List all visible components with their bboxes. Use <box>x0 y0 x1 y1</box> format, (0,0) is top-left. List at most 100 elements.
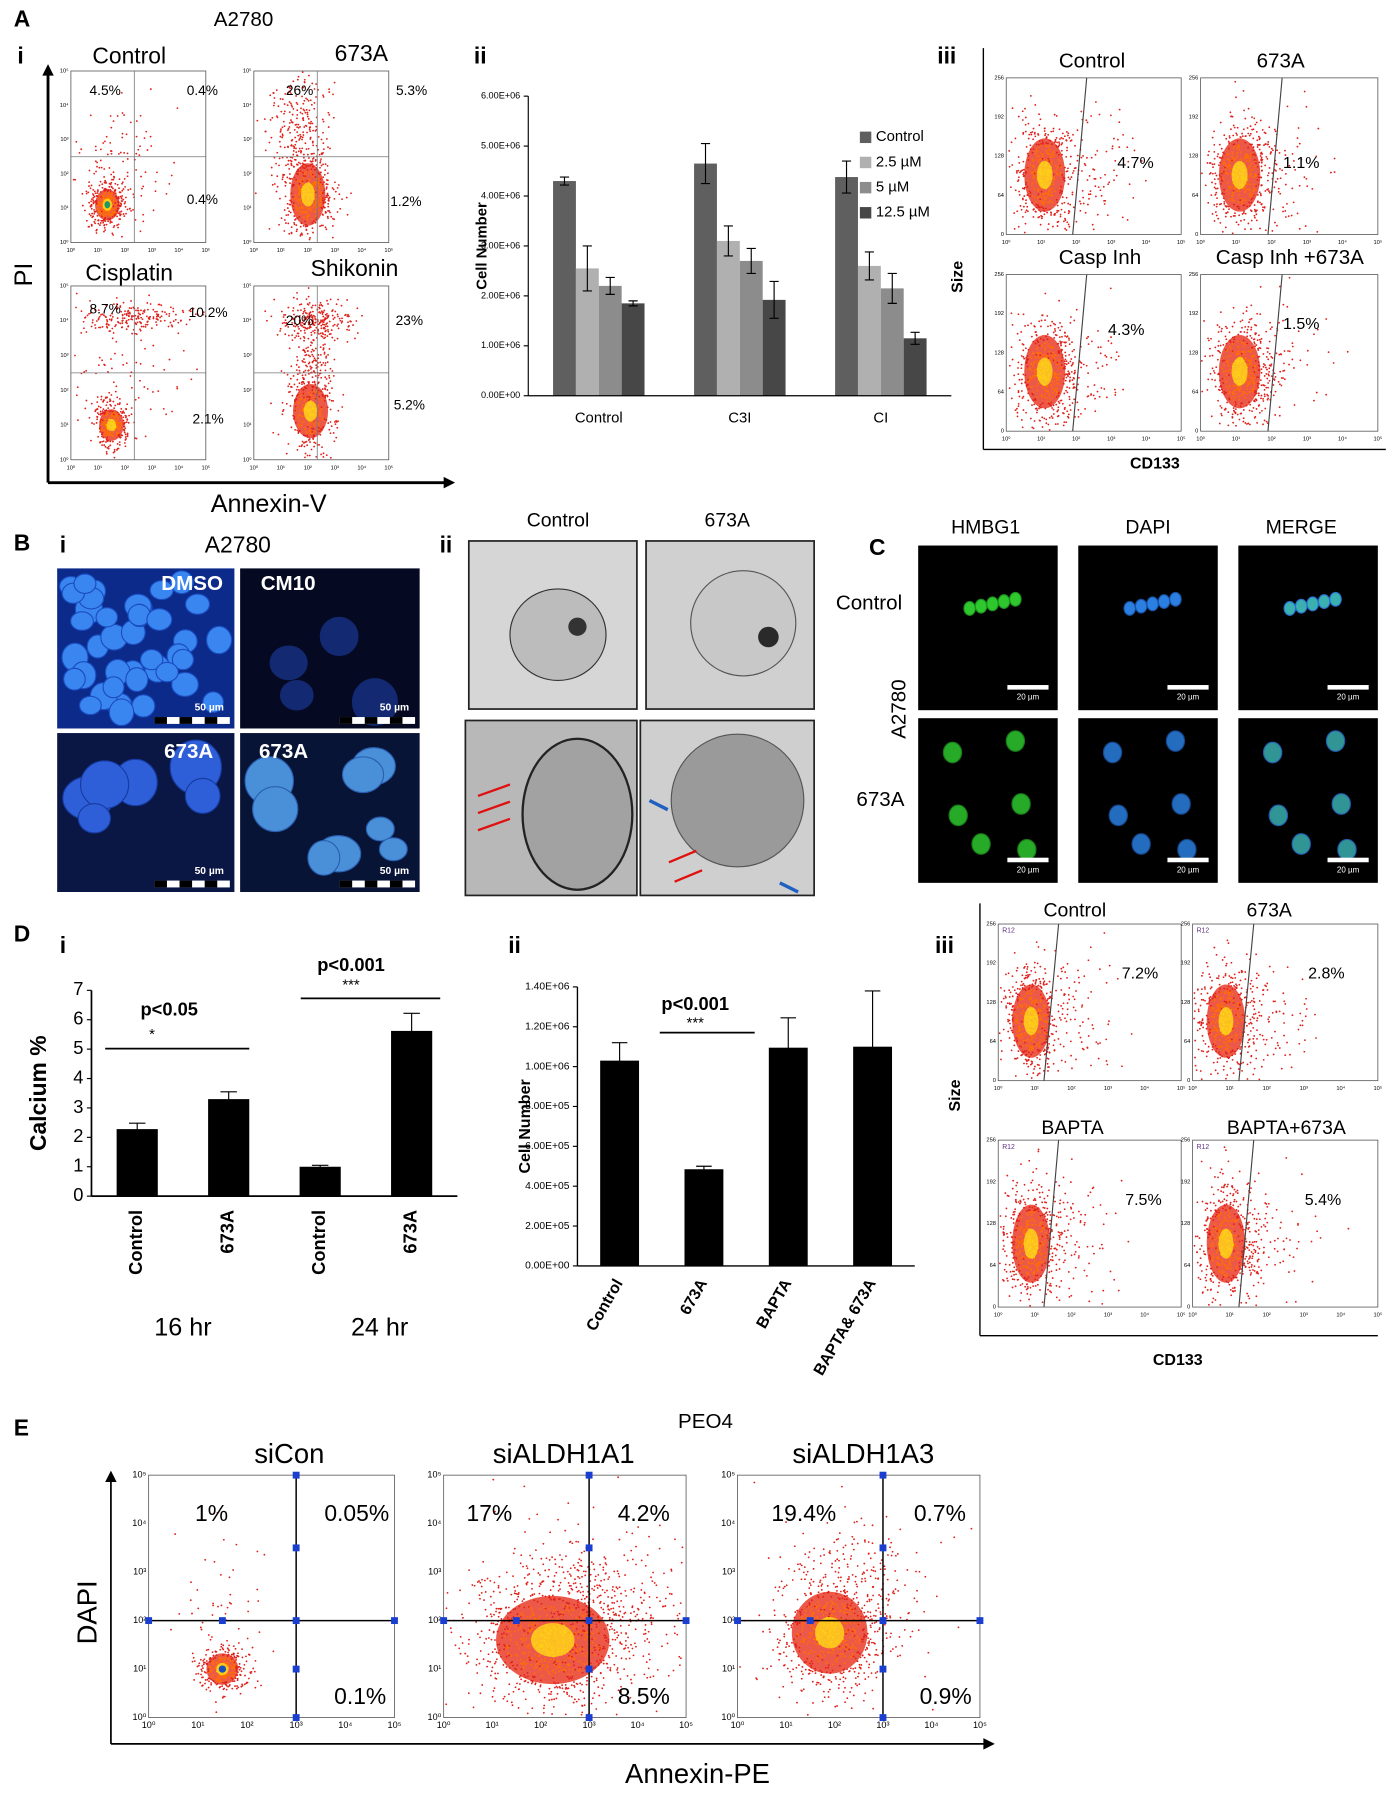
event-dot <box>1227 211 1229 213</box>
event-dot <box>1033 208 1035 210</box>
event-dot <box>313 220 315 222</box>
event-dot <box>1249 194 1251 196</box>
event-dot <box>1282 211 1284 213</box>
event-dot <box>1031 426 1033 428</box>
event-dot <box>85 331 87 333</box>
gate-percent: 1.2% <box>390 194 421 209</box>
event-dot <box>339 208 341 210</box>
event-dot <box>97 412 99 414</box>
event-dot <box>1241 353 1243 355</box>
subpanel-label: ii <box>440 532 453 558</box>
event-dot <box>94 324 96 326</box>
event-dot <box>1066 360 1068 362</box>
event-dot <box>290 119 292 121</box>
event-dot <box>1226 190 1228 192</box>
x-tick-label: 10⁴ <box>1338 436 1347 443</box>
event-dot <box>287 307 289 309</box>
event-dot <box>117 425 119 427</box>
event-dot <box>119 398 121 400</box>
event-dot <box>304 428 306 430</box>
event-dot <box>136 120 138 122</box>
event-dot <box>1034 188 1036 190</box>
event-dot <box>1040 144 1042 146</box>
event-dot <box>315 422 317 424</box>
event-dot <box>1127 219 1129 221</box>
event-dot <box>312 232 314 234</box>
event-dot <box>1033 1041 1035 1043</box>
event-dot <box>1212 367 1214 369</box>
event-dot <box>1041 1036 1043 1038</box>
event-dot <box>1217 345 1219 347</box>
event-dot <box>315 398 317 400</box>
event-dot <box>1227 167 1229 169</box>
event-dot <box>125 417 127 419</box>
x-tick-label: 10⁵ <box>1373 239 1382 246</box>
event-dot <box>1240 403 1242 405</box>
event-dot <box>299 430 301 432</box>
event-dot <box>1211 182 1213 184</box>
event-dot <box>116 297 118 299</box>
event-dot <box>95 230 97 232</box>
event-dot <box>1270 328 1272 330</box>
event-dot <box>1253 388 1255 390</box>
event-dot <box>1004 990 1006 992</box>
event-dot <box>1021 355 1023 357</box>
event-dot <box>1100 346 1102 348</box>
event-dot <box>1104 174 1106 176</box>
event-dot <box>1297 213 1299 215</box>
event-dot <box>1035 343 1037 345</box>
event-dot <box>1246 405 1248 407</box>
event-dot <box>1252 382 1254 384</box>
event-dot <box>1027 1066 1029 1068</box>
event-dot <box>96 166 98 168</box>
event-dot <box>1232 393 1234 395</box>
event-dot <box>1243 128 1245 130</box>
event-dot <box>1039 1031 1041 1033</box>
event-dot <box>1030 989 1032 991</box>
event-dot <box>117 227 119 229</box>
event-dot <box>1211 379 1213 381</box>
event-dot <box>272 92 274 94</box>
event-dot <box>1294 404 1296 406</box>
axis-label: Size <box>947 1079 964 1111</box>
event-dot <box>312 423 314 425</box>
event-dot <box>301 165 303 167</box>
event-dot <box>1233 407 1235 409</box>
event-dot <box>1043 417 1045 419</box>
event-dot <box>1054 375 1056 377</box>
event-dot <box>283 314 285 316</box>
event-dot <box>107 154 109 156</box>
event-dot <box>1132 197 1134 199</box>
event-dot <box>297 373 299 375</box>
event-dot <box>296 228 298 230</box>
event-dot <box>309 455 311 457</box>
event-dot <box>1316 392 1318 394</box>
event-dot <box>337 187 339 189</box>
event-dot <box>1240 136 1242 138</box>
event-dot <box>1231 186 1233 188</box>
event-dot <box>341 198 343 200</box>
event-dot <box>170 306 172 308</box>
x-tick-label: 10³ <box>1107 437 1115 443</box>
event-dot <box>1057 327 1059 329</box>
event-dot <box>1087 336 1089 338</box>
event-dot <box>1052 392 1054 394</box>
event-dot <box>118 224 120 226</box>
event-dot <box>305 347 307 349</box>
event-dot <box>115 207 117 209</box>
event-dot <box>1223 197 1225 199</box>
event-dot <box>140 115 142 117</box>
event-dot <box>1058 159 1060 161</box>
event-dot <box>99 224 101 226</box>
event-dot <box>326 335 328 337</box>
event-dot <box>1220 122 1222 124</box>
event-dot <box>314 382 316 384</box>
event-dot <box>1254 369 1256 371</box>
event-dot <box>313 428 315 430</box>
event-dot <box>315 442 317 444</box>
event-dot <box>1267 358 1269 360</box>
event-dot <box>109 318 111 320</box>
event-dot <box>175 314 177 316</box>
event-dot <box>1044 408 1046 410</box>
event-dot <box>300 330 302 332</box>
